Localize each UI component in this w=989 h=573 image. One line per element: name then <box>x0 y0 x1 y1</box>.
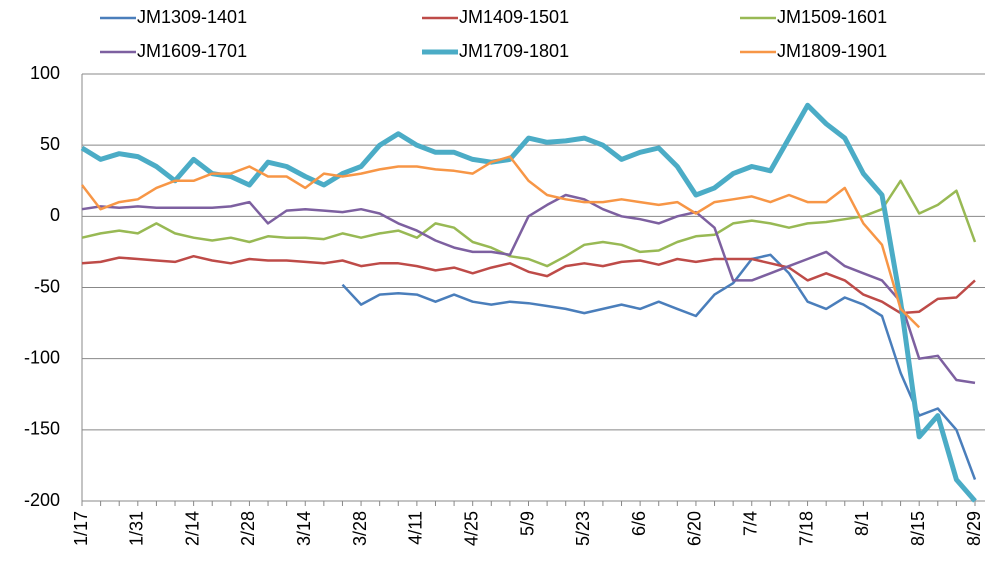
y-tick-label: 100 <box>30 63 60 83</box>
series-line <box>81 179 977 268</box>
x-tick-label: 3/28 <box>350 511 370 546</box>
y-tick-label: -200 <box>24 490 60 510</box>
x-tick-label: 2/28 <box>238 511 258 546</box>
series-line <box>81 193 976 385</box>
x-tick-label: 8/15 <box>908 511 928 546</box>
legend-label: JM1309-1401 <box>137 7 247 27</box>
x-tick-label: 2/14 <box>182 511 202 546</box>
y-tick-label: -150 <box>24 419 60 439</box>
legend-label: JM1409-1501 <box>459 7 569 27</box>
y-tick-label: 50 <box>40 134 60 154</box>
x-tick-label: 7/4 <box>741 511 761 536</box>
legend-label: JM1609-1701 <box>137 41 247 61</box>
x-tick-label: 6/6 <box>629 511 649 536</box>
legend-label: JM1809-1901 <box>777 41 887 61</box>
x-tick-label: 1/17 <box>71 511 91 546</box>
x-tick-label: 3/14 <box>294 511 314 546</box>
y-tick-label: 0 <box>50 205 60 225</box>
series-line <box>81 155 921 329</box>
series-line <box>81 254 976 315</box>
x-tick-label: 5/23 <box>573 511 593 546</box>
y-tick-label: -50 <box>34 276 60 296</box>
legend-label: JM1709-1801 <box>459 41 569 61</box>
x-tick-label: 4/25 <box>461 511 481 546</box>
x-tick-label: 5/9 <box>517 511 537 536</box>
y-tick-label: -100 <box>24 347 60 367</box>
series-line <box>80 102 977 503</box>
x-tick-label: 1/31 <box>127 511 147 546</box>
legend-label: JM1509-1601 <box>777 7 887 27</box>
x-tick-label: 4/11 <box>406 511 426 545</box>
x-tick-label: 8/29 <box>964 511 984 546</box>
x-tick-label: 8/1 <box>852 511 872 536</box>
series-line <box>341 253 977 481</box>
x-tick-label: 7/18 <box>796 511 816 546</box>
x-tick-label: 6/20 <box>685 511 705 546</box>
